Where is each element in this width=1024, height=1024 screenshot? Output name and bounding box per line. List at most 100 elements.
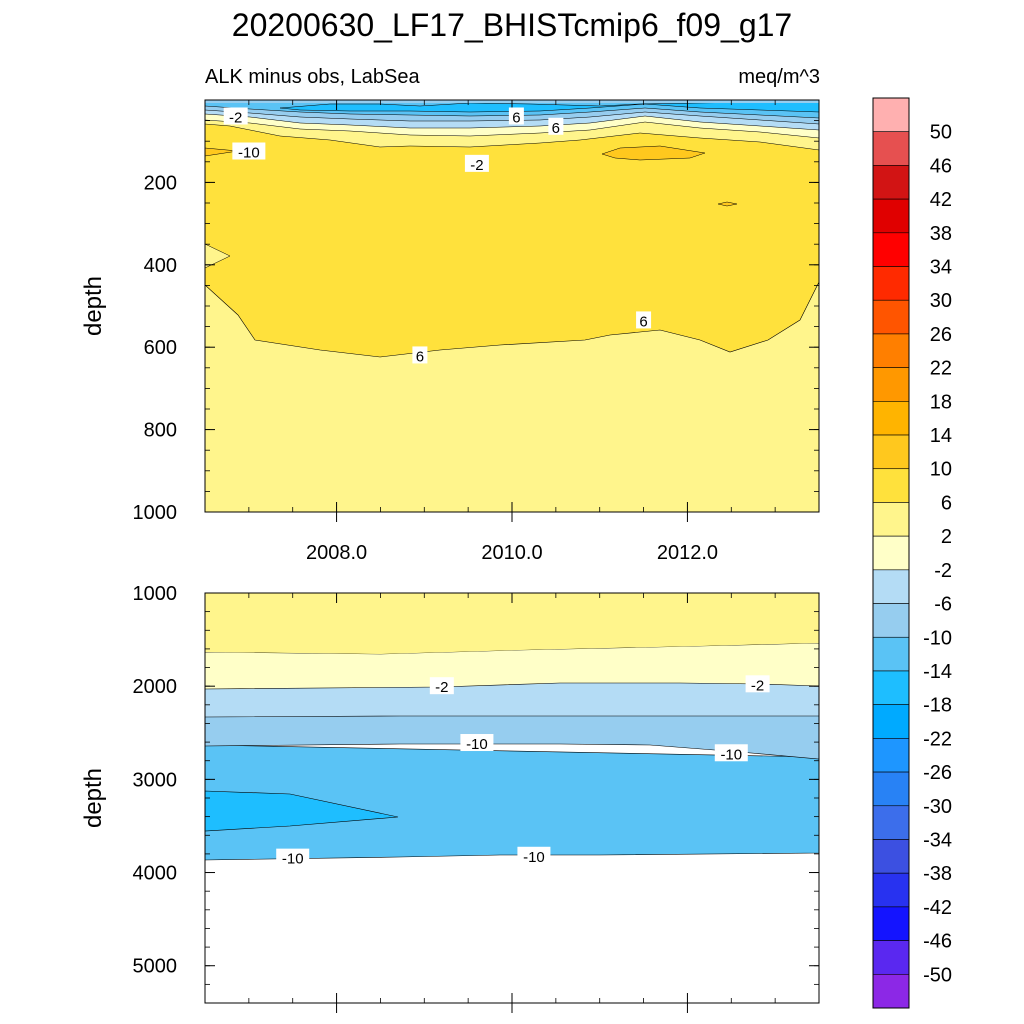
- contour-label-bg: [508, 107, 524, 125]
- contour-label-text: -2: [229, 109, 242, 126]
- units-label: meq/m^3: [738, 66, 820, 88]
- colorbar-label: -30: [923, 796, 952, 818]
- colorbar-swatch: [872, 367, 910, 402]
- contour-label: 6: [412, 346, 428, 365]
- colorbar-swatch: [872, 131, 910, 166]
- colorbar-swatch: [872, 165, 910, 200]
- y-tick-label: 600: [144, 337, 177, 359]
- y-tick-label: 800: [144, 420, 177, 442]
- lower-region-m6-m2-top: [205, 683, 819, 690]
- colorbar-swatch: [872, 198, 910, 234]
- colorbar-swatch: [872, 333, 910, 368]
- x-tick-label: 2012.0: [657, 542, 718, 564]
- contour-label: -2: [223, 107, 248, 126]
- colorbar-swatch: [872, 704, 910, 739]
- colorbar-swatch: [872, 839, 910, 874]
- contour-label-bg: [745, 675, 770, 693]
- contour-label-text: 6: [416, 348, 424, 365]
- colorbar-swatch: [872, 940, 910, 975]
- colorbar-label: 10: [930, 459, 952, 481]
- colorbar-label: 6: [941, 492, 952, 514]
- contour-label-bg: [548, 117, 564, 135]
- colorbar-label: 38: [930, 223, 952, 245]
- colorbar-frame: [872, 97, 910, 1009]
- colorbar-label: -18: [923, 695, 952, 717]
- contour-label: -10: [232, 142, 266, 162]
- colorbar-swatch: [872, 299, 910, 335]
- x-tick-label: 2010.0: [481, 542, 542, 564]
- contour-label: -2: [745, 675, 770, 694]
- colorbar: 50 46 42 38 34 30 26 22 18 14 10 6 2 -2 -6 -10 -14 -18 -22…: [872, 97, 952, 1009]
- colorbar-label: -50: [923, 964, 952, 986]
- contour-label-text: -2: [435, 679, 448, 696]
- upper-region-10-14-b: [601, 145, 706, 161]
- colorbar-label: 18: [930, 391, 952, 413]
- colorbar-swatch: [872, 535, 910, 571]
- lower-ylabel: depth: [80, 768, 107, 828]
- colorbar-label: 46: [930, 155, 952, 177]
- contour-label-bg: [460, 734, 494, 752]
- contour-label-bg: [636, 311, 652, 329]
- contour-label-bg: [464, 154, 489, 172]
- y-tick-label: 400: [144, 255, 177, 277]
- colorbar-swatch: [872, 805, 910, 840]
- colorbar-swatch: [872, 872, 910, 908]
- contour-label-bg: [223, 107, 248, 125]
- contour-label-bg: [429, 677, 454, 695]
- lower-region-2-6: [205, 593, 819, 654]
- colorbar-swatch: [872, 266, 910, 301]
- contour-label-text: -10: [523, 849, 545, 866]
- contour-label-bg: [232, 142, 266, 160]
- colorbar-label: -26: [923, 762, 952, 784]
- upper-ylabel: depth: [80, 276, 107, 336]
- upper-ticks: 200 400 600 800 1000 2008.0 2010.0 2012.0: [133, 99, 820, 564]
- colorbar-swatch: [872, 232, 910, 267]
- colorbar-swatch: [872, 603, 910, 638]
- contour-label: 6: [508, 107, 524, 126]
- contour-label: 6: [636, 311, 652, 330]
- upper-region-6-10: [204, 117, 820, 358]
- contour-label: 6: [548, 117, 564, 137]
- colorbar-label: -14: [923, 661, 952, 683]
- contour-label: -10: [276, 848, 310, 868]
- contour-label-text: -10: [466, 736, 488, 753]
- colorbar-label: -46: [923, 931, 952, 953]
- colorbar-swatch: [872, 906, 910, 941]
- colorbar-label: -42: [923, 897, 952, 919]
- colorbar-label: 14: [930, 425, 952, 447]
- colorbar-label: 2: [941, 526, 952, 548]
- contour-label-bg: [276, 848, 310, 866]
- contour-label-bg: [517, 846, 551, 864]
- contour-label-text: -2: [470, 157, 483, 174]
- lower-contour-labels: -2 -2 -10 -10 -10 -10: [276, 675, 770, 868]
- y-tick-label: 1000: [133, 502, 178, 524]
- colorbar-swatch: [872, 468, 910, 503]
- contour-label-text: -10: [282, 851, 304, 868]
- y-tick-label: 3000: [133, 769, 178, 791]
- contour-label-text: -2: [751, 677, 764, 694]
- upper-panel: 200 400 600 800 1000 2008.0 2010.0 2012.0 -2 -10…: [80, 99, 820, 564]
- contour-label: -10: [714, 744, 748, 763]
- contour-label: -2: [429, 677, 454, 696]
- colorbar-label: -10: [923, 627, 952, 649]
- y-tick-label: 5000: [133, 956, 178, 978]
- panel-label: ALK minus obs, LabSea: [205, 66, 420, 88]
- upper-region-10-14-c: [717, 201, 738, 207]
- contour-label-text: 6: [512, 109, 520, 126]
- contour-label: -10: [460, 734, 494, 753]
- lower-ticks: 1000 2000 3000 4000 5000: [133, 583, 820, 1013]
- contour-label-bg: [714, 744, 748, 762]
- colorbar-swatch: [872, 670, 910, 705]
- contour-label: -10: [517, 846, 551, 866]
- contour-label-text: 6: [552, 120, 560, 137]
- contour-label-text: -10: [238, 145, 260, 162]
- colorbar-swatch: [872, 569, 910, 604]
- colorbar-label: 26: [930, 324, 952, 346]
- colorbar-label: -22: [923, 728, 952, 750]
- colorbar-label: -38: [923, 863, 952, 885]
- colorbar-swatch: [872, 973, 910, 1009]
- colorbar-swatch: [872, 434, 910, 470]
- lower-region-m2-2: [204, 642, 820, 690]
- colorbar-label: 22: [930, 358, 952, 380]
